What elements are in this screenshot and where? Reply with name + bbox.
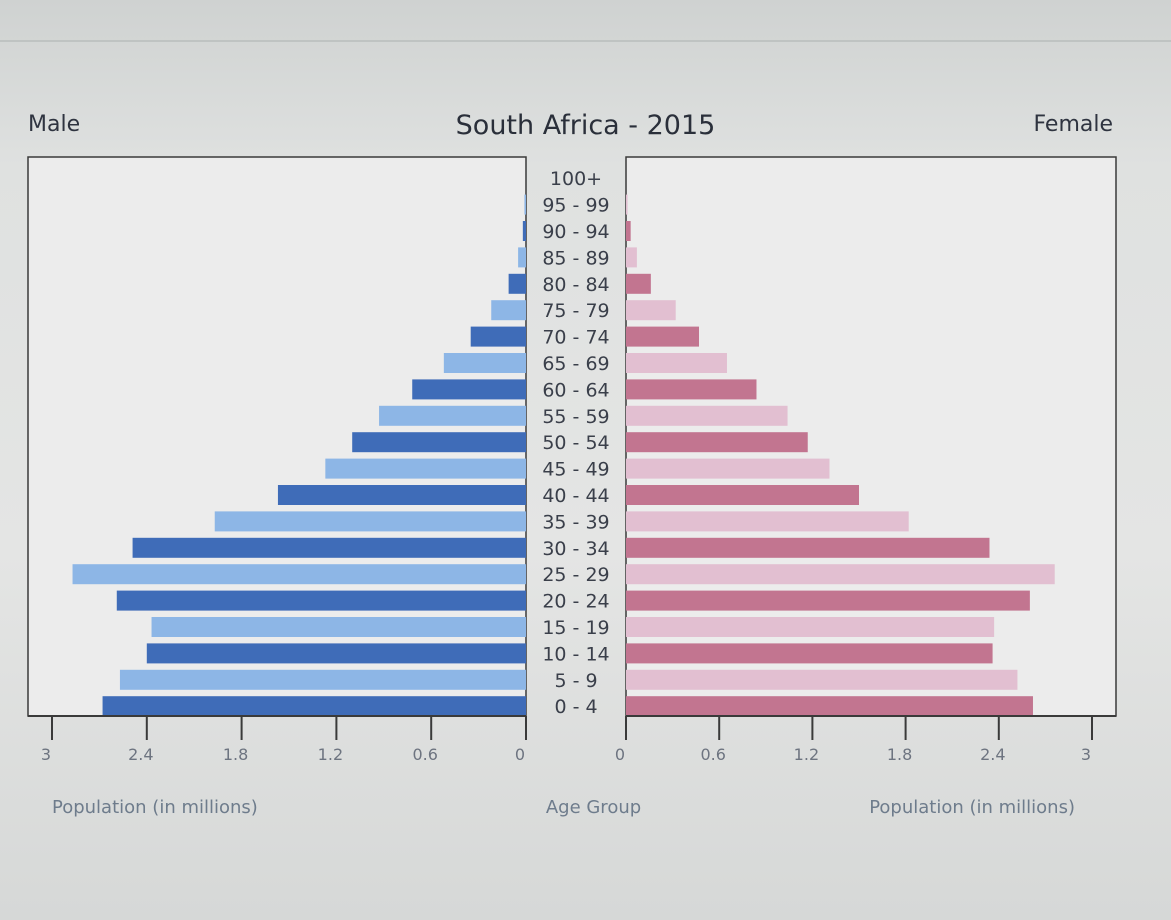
- female-bar: [626, 643, 993, 664]
- male-bar: [214, 511, 527, 532]
- age-group-label: 30 - 34: [542, 538, 609, 560]
- female-bar: [626, 326, 700, 347]
- right-axis-title: Population (in millions): [869, 797, 1075, 818]
- x-tick-label: 0.6: [412, 745, 437, 764]
- female-bar: [626, 405, 788, 426]
- age-group-label: 90 - 94: [542, 221, 609, 243]
- female-bar: [626, 379, 757, 400]
- x-tick-label: 0.6: [700, 745, 725, 764]
- age-group-label: 0 - 4: [554, 696, 597, 718]
- male-bar: [151, 617, 527, 637]
- age-group-label: 95 - 99: [542, 195, 609, 217]
- female-bar: [626, 511, 909, 532]
- age-group-label: 15 - 19: [542, 617, 609, 639]
- female-bar: [626, 617, 995, 637]
- male-bar: [518, 247, 526, 268]
- male-bar: [524, 194, 526, 215]
- male-label: Male: [28, 112, 81, 137]
- female-bar: [626, 669, 1018, 690]
- divider: [0, 40, 1171, 42]
- male-bar: [325, 458, 526, 479]
- x-tick-label: 3: [41, 745, 51, 764]
- x-tick-label: 1.8: [887, 745, 912, 764]
- male-bar: [412, 379, 526, 400]
- center-axis-title: Age Group: [545, 797, 642, 818]
- x-tick-label: 0: [515, 745, 525, 764]
- female-bar: [626, 221, 631, 241]
- x-tick-label: 2.4: [980, 745, 1005, 764]
- age-group-label: 45 - 49: [542, 459, 609, 481]
- female-bar: [626, 537, 990, 558]
- x-tick-label: 1.8: [223, 745, 248, 764]
- x-tick-label: 2.4: [128, 745, 153, 764]
- female-bar: [626, 273, 651, 294]
- age-group-label: 40 - 44: [542, 485, 609, 507]
- male-bar: [146, 643, 527, 664]
- age-group-label: 75 - 79: [542, 300, 609, 322]
- x-tick-label: 1.2: [318, 745, 343, 764]
- female-bar: [626, 696, 1033, 717]
- age-group-label: 85 - 89: [542, 247, 609, 269]
- male-bar: [508, 273, 526, 294]
- chart-title: South Africa - 2015: [455, 110, 716, 141]
- male-bar: [116, 590, 526, 611]
- female-label: Female: [1033, 112, 1113, 137]
- age-group-label: 20 - 24: [542, 591, 609, 613]
- male-bar: [277, 485, 526, 505]
- age-group-label: 80 - 84: [542, 274, 609, 296]
- age-group-label: 25 - 29: [542, 564, 609, 586]
- male-bar: [72, 564, 526, 585]
- female-bar: [626, 485, 859, 505]
- female-bar: [626, 432, 808, 453]
- male-bar: [352, 432, 526, 453]
- male-bar: [102, 696, 526, 717]
- age-group-label: 70 - 74: [542, 327, 609, 349]
- age-group-label: 60 - 64: [542, 379, 609, 401]
- male-bar: [379, 405, 526, 426]
- left-axis-title: Population (in millions): [52, 797, 258, 818]
- age-group-label: 50 - 54: [542, 432, 609, 454]
- female-bar: [626, 300, 676, 321]
- female-bar: [626, 564, 1055, 585]
- male-bar: [522, 221, 526, 241]
- x-tick-label: 0: [615, 745, 625, 764]
- female-bar: [626, 247, 637, 268]
- female-bar: [626, 590, 1030, 611]
- male-bar: [443, 353, 526, 373]
- age-group-label: 35 - 39: [542, 511, 609, 533]
- age-group-label: 100+: [550, 168, 602, 190]
- age-group-label: 10 - 14: [542, 643, 609, 665]
- male-bar: [470, 326, 526, 347]
- male-bar: [132, 537, 526, 558]
- x-tick-label: 3: [1081, 745, 1091, 764]
- female-bar: [626, 458, 830, 479]
- female-bar: [626, 353, 727, 373]
- x-tick-label: 1.2: [794, 745, 819, 764]
- male-bar: [491, 300, 526, 321]
- age-group-label: 65 - 69: [542, 353, 609, 375]
- age-group-label: 55 - 59: [542, 406, 609, 428]
- female-bar: [626, 194, 628, 215]
- age-group-label: 5 - 9: [554, 670, 597, 692]
- male-bar: [119, 669, 526, 690]
